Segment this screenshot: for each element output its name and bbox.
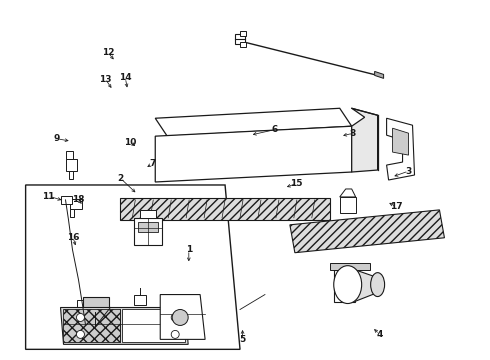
Polygon shape	[334, 270, 355, 302]
Ellipse shape	[370, 273, 385, 297]
Polygon shape	[138, 222, 158, 232]
Polygon shape	[375, 71, 384, 78]
Polygon shape	[83, 297, 109, 312]
Text: 15: 15	[290, 179, 302, 188]
Text: 10: 10	[124, 138, 136, 147]
Text: 14: 14	[119, 73, 132, 82]
Text: 17: 17	[390, 202, 403, 211]
Text: 16: 16	[67, 233, 79, 242]
Text: 3: 3	[406, 167, 412, 176]
Polygon shape	[121, 198, 330, 220]
Circle shape	[171, 330, 179, 338]
Polygon shape	[134, 218, 162, 245]
Polygon shape	[340, 189, 356, 197]
Polygon shape	[155, 108, 352, 136]
Ellipse shape	[334, 266, 362, 303]
Polygon shape	[66, 159, 77, 171]
Text: 8: 8	[349, 129, 356, 138]
Circle shape	[76, 314, 84, 321]
Polygon shape	[330, 263, 369, 270]
Polygon shape	[355, 270, 378, 302]
Text: 13: 13	[99, 75, 112, 84]
Polygon shape	[240, 41, 246, 46]
Text: 2: 2	[117, 174, 123, 183]
Polygon shape	[155, 126, 352, 182]
Polygon shape	[340, 197, 356, 213]
Polygon shape	[290, 210, 444, 253]
Polygon shape	[70, 171, 74, 179]
Text: 5: 5	[240, 335, 245, 344]
Polygon shape	[63, 310, 121, 342]
Circle shape	[76, 330, 84, 338]
Polygon shape	[71, 209, 74, 217]
Text: 18: 18	[72, 195, 84, 204]
Polygon shape	[352, 108, 378, 172]
Polygon shape	[160, 294, 205, 339]
Polygon shape	[134, 294, 147, 305]
Text: 11: 11	[42, 192, 55, 201]
Polygon shape	[140, 210, 156, 218]
Text: 1: 1	[186, 246, 192, 255]
Text: 4: 4	[376, 330, 383, 339]
Text: 6: 6	[271, 125, 277, 134]
Polygon shape	[387, 118, 415, 180]
Text: 7: 7	[149, 159, 155, 168]
Polygon shape	[122, 310, 185, 342]
Text: 12: 12	[102, 48, 115, 57]
Polygon shape	[61, 307, 188, 345]
Polygon shape	[235, 33, 245, 44]
Polygon shape	[392, 128, 409, 155]
Polygon shape	[240, 31, 246, 36]
Polygon shape	[66, 151, 74, 159]
Circle shape	[172, 310, 188, 325]
Polygon shape	[71, 199, 82, 209]
Circle shape	[171, 314, 179, 321]
Text: 9: 9	[54, 134, 60, 143]
Polygon shape	[61, 196, 73, 204]
Polygon shape	[77, 300, 83, 310]
